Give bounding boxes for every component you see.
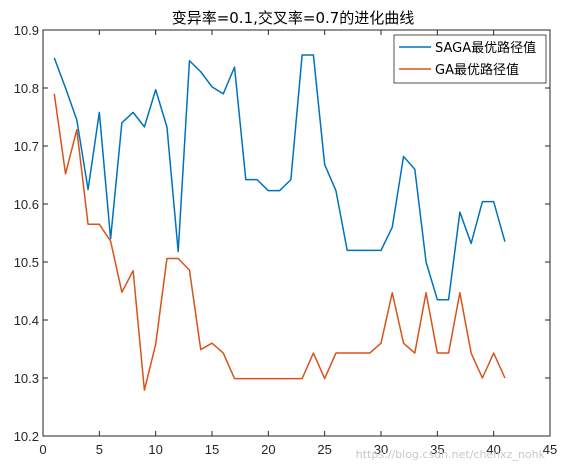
watermark-text: https://blog.csdn.net/chenxz_nohk xyxy=(356,448,546,461)
y-tick-label: 10.3 xyxy=(14,371,39,386)
y-tick-label: 10.7 xyxy=(14,139,39,154)
chart-title: 变异率=0.1,交叉率=0.7的进化曲线 xyxy=(172,9,415,27)
plot-area xyxy=(42,29,551,437)
series-lines xyxy=(53,54,506,391)
x-axis: 0 5 10 15 20 25 30 35 40 45 xyxy=(39,30,557,457)
x-tick-label: 40 xyxy=(486,442,500,457)
x-tick-label: 45 xyxy=(543,442,557,457)
x-tick-label: 30 xyxy=(374,442,388,457)
legend-label-1: SAGA最优路径值 xyxy=(435,40,536,56)
y-tick-label: 10.6 xyxy=(14,197,39,212)
x-tick-label: 15 xyxy=(205,442,219,457)
x-tick-label: 0 xyxy=(39,442,46,457)
y-axis: 10.2 10.3 10.4 10.5 10.6 10.7 10.8 10.9 xyxy=(14,23,550,444)
legend: SAGA最优路径值 GA最优路径值 xyxy=(393,34,547,84)
y-tick-label: 10.2 xyxy=(14,429,39,444)
series-line-2 xyxy=(53,93,506,391)
y-tick-label: 10.9 xyxy=(14,23,39,38)
y-tick-label: 10.5 xyxy=(14,255,39,270)
x-tick-label: 10 xyxy=(148,442,162,457)
legend-label-2: GA最优路径值 xyxy=(435,62,519,78)
y-tick-label: 10.8 xyxy=(14,81,39,96)
x-tick-label: 5 xyxy=(96,442,103,457)
legend-box xyxy=(393,34,547,84)
y-tick-label: 10.4 xyxy=(14,313,39,328)
x-tick-label: 25 xyxy=(317,442,331,457)
x-tick-label: 20 xyxy=(261,442,275,457)
x-tick-label: 35 xyxy=(430,442,444,457)
series-line-1 xyxy=(53,54,506,301)
